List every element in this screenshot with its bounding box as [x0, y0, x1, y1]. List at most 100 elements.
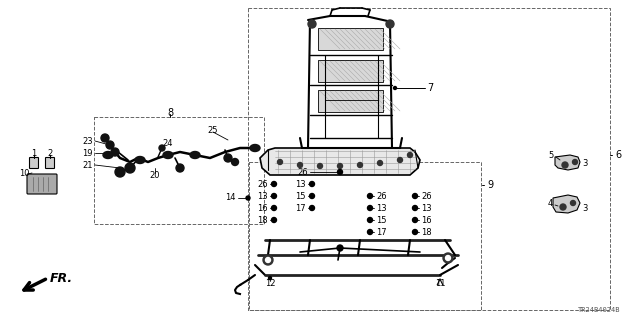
- Circle shape: [397, 157, 403, 163]
- Ellipse shape: [103, 151, 113, 158]
- Circle shape: [232, 158, 239, 165]
- Circle shape: [367, 194, 372, 198]
- Circle shape: [159, 145, 165, 151]
- Bar: [248, 8, 610, 310]
- Text: 23: 23: [83, 137, 93, 146]
- Circle shape: [367, 218, 372, 222]
- Bar: [318, 28, 383, 50]
- Text: 13: 13: [421, 204, 431, 212]
- Text: 8: 8: [167, 108, 173, 118]
- Text: 12: 12: [265, 278, 275, 287]
- Circle shape: [106, 141, 114, 149]
- Circle shape: [408, 153, 413, 157]
- FancyBboxPatch shape: [45, 157, 54, 169]
- Circle shape: [317, 164, 323, 169]
- Circle shape: [298, 163, 303, 167]
- FancyBboxPatch shape: [27, 174, 57, 194]
- Text: 4: 4: [548, 198, 553, 207]
- Circle shape: [443, 253, 453, 263]
- Text: 26: 26: [376, 191, 387, 201]
- Bar: [249, 162, 481, 310]
- Ellipse shape: [163, 151, 173, 158]
- Circle shape: [224, 154, 232, 162]
- Text: FR.: FR.: [50, 273, 73, 285]
- Text: 15: 15: [296, 191, 306, 201]
- Text: 2: 2: [47, 148, 52, 157]
- Circle shape: [310, 181, 314, 187]
- Text: 9: 9: [487, 180, 493, 190]
- Circle shape: [125, 163, 135, 173]
- Text: 21: 21: [83, 161, 93, 170]
- Text: 18: 18: [257, 215, 268, 225]
- Circle shape: [310, 194, 314, 198]
- Text: 16: 16: [421, 215, 431, 225]
- Circle shape: [271, 218, 276, 222]
- Text: 3: 3: [582, 158, 588, 167]
- Text: TR24B4024B: TR24B4024B: [577, 307, 620, 313]
- Text: 19: 19: [83, 148, 93, 157]
- Text: 26: 26: [257, 180, 268, 188]
- Text: 26: 26: [421, 191, 431, 201]
- Circle shape: [386, 20, 394, 28]
- Text: 15: 15: [376, 215, 387, 225]
- Circle shape: [337, 170, 342, 174]
- Circle shape: [413, 194, 417, 198]
- Text: 17: 17: [296, 204, 306, 212]
- Circle shape: [278, 159, 282, 164]
- Circle shape: [271, 194, 276, 198]
- Circle shape: [562, 162, 568, 168]
- Text: 24: 24: [162, 139, 173, 148]
- Circle shape: [573, 159, 577, 164]
- Ellipse shape: [190, 151, 200, 158]
- Text: 11: 11: [435, 278, 445, 287]
- Circle shape: [310, 205, 314, 211]
- Circle shape: [394, 86, 397, 90]
- Text: 16: 16: [257, 204, 268, 212]
- Text: 7: 7: [427, 83, 433, 93]
- Circle shape: [413, 229, 417, 235]
- Text: 13: 13: [296, 180, 306, 188]
- Polygon shape: [555, 155, 580, 170]
- Circle shape: [111, 148, 119, 156]
- FancyBboxPatch shape: [29, 157, 38, 169]
- Text: 18: 18: [421, 228, 431, 236]
- Polygon shape: [553, 195, 580, 213]
- Circle shape: [115, 167, 125, 177]
- Circle shape: [413, 218, 417, 222]
- Text: 25: 25: [208, 125, 218, 134]
- Bar: [318, 90, 383, 112]
- Circle shape: [271, 205, 276, 211]
- Circle shape: [378, 161, 383, 165]
- Text: 26: 26: [298, 167, 308, 177]
- Text: 17: 17: [376, 228, 387, 236]
- Text: 1: 1: [31, 148, 36, 157]
- Circle shape: [445, 255, 451, 260]
- Bar: [318, 60, 383, 82]
- Circle shape: [413, 205, 417, 211]
- Circle shape: [367, 205, 372, 211]
- Text: 13: 13: [257, 191, 268, 201]
- Ellipse shape: [135, 156, 145, 164]
- Text: 14: 14: [225, 193, 236, 202]
- Text: 6: 6: [615, 150, 621, 160]
- Text: 20: 20: [150, 171, 160, 180]
- Polygon shape: [260, 148, 420, 175]
- Circle shape: [337, 245, 343, 251]
- Bar: [94, 117, 264, 224]
- Circle shape: [269, 276, 271, 279]
- Circle shape: [266, 258, 271, 262]
- Text: 3: 3: [582, 204, 588, 212]
- Circle shape: [367, 229, 372, 235]
- Circle shape: [101, 134, 109, 142]
- Circle shape: [570, 201, 575, 205]
- Circle shape: [246, 196, 250, 200]
- Circle shape: [337, 164, 342, 169]
- Circle shape: [271, 181, 276, 187]
- Text: 5: 5: [548, 150, 554, 159]
- Circle shape: [176, 164, 184, 172]
- Circle shape: [560, 204, 566, 210]
- Circle shape: [358, 163, 362, 167]
- Text: 13: 13: [376, 204, 387, 212]
- Circle shape: [308, 20, 316, 28]
- Text: 10: 10: [19, 169, 30, 178]
